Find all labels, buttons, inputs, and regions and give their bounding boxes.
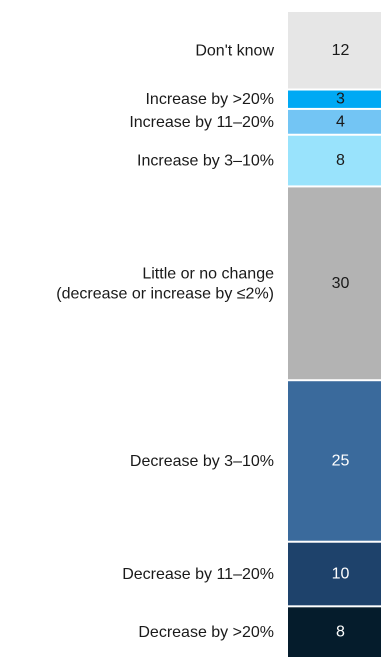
bar-segment-increase-by-20 (288, 90, 381, 108)
category-label-decrease-by-11-20: Decrease by 11–20% (122, 566, 274, 583)
category-label-don-t-know: Don't know (195, 42, 274, 59)
value-label-increase-by-20: 3 (336, 91, 345, 108)
bar-segments (288, 12, 381, 657)
category-label-increase-by-11-20: Increase by 11–20% (129, 114, 274, 131)
value-label-little-or-no-change: 30 (332, 275, 350, 292)
category-label-decrease-by-3-10: Decrease by 3–10% (130, 453, 274, 470)
bar-segment-increase-by-3-10 (288, 135, 381, 186)
category-label-decrease-by-20: Decrease by >20% (138, 624, 274, 641)
bar-segment-decrease-by-20 (288, 607, 381, 657)
value-label-decrease-by-3-10: 25 (332, 452, 350, 469)
bar-segment-decrease-by-11-20 (288, 542, 381, 606)
value-labels: 12 3 4 8 30 25 10 8 (332, 42, 350, 641)
category-label-increase-by-20: Increase by >20% (145, 91, 274, 108)
value-label-decrease-by-11-20: 10 (332, 566, 350, 583)
value-label-don-t-know: 12 (332, 42, 350, 59)
value-label-increase-by-11-20: 4 (336, 113, 345, 130)
bar-segment-increase-by-11-20 (288, 109, 381, 134)
category-label-increase-by-3-10: Increase by 3–10% (137, 153, 274, 170)
value-label-increase-by-3-10: 8 (336, 152, 345, 169)
category-labels: Don't know Increase by >20% Increase by 11… (56, 42, 274, 641)
bar-segment-don-t-know (288, 12, 381, 89)
value-label-decrease-by-20: 8 (336, 624, 345, 641)
category-label-little-or-no-change: Little or no change (decrease or increase… (56, 265, 274, 302)
bar-segment-little-or-no-change (288, 187, 381, 380)
bar-segment-decrease-by-3-10 (288, 381, 381, 541)
